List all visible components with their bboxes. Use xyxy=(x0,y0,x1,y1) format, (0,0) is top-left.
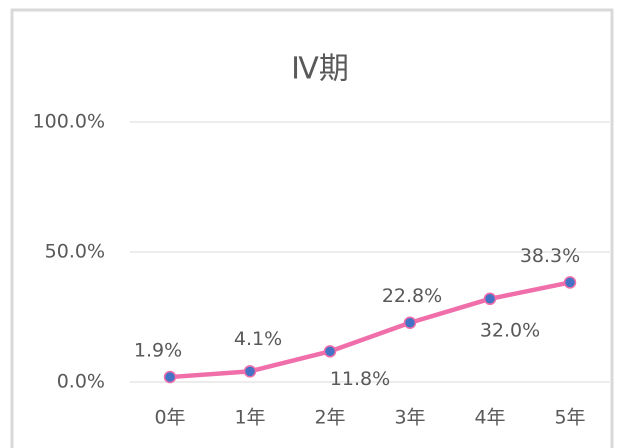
data-label: 1.9% xyxy=(134,340,182,362)
point-marker xyxy=(483,292,497,306)
point-marker xyxy=(163,370,177,384)
chart-title: Ⅳ期 xyxy=(291,52,349,87)
data-label: 32.0% xyxy=(480,319,540,341)
x-tick-label: 1年 xyxy=(234,407,265,429)
y-tick-label: 100.0% xyxy=(33,111,105,133)
series-line xyxy=(169,280,571,380)
point-marker xyxy=(563,276,577,289)
point-marker xyxy=(323,345,337,358)
x-tick-label: 5年 xyxy=(554,407,585,429)
y-tick-label: 0.0% xyxy=(57,371,105,393)
point-marker xyxy=(243,365,257,378)
point-marker xyxy=(403,316,417,329)
x-tick-label: 4年 xyxy=(474,407,505,429)
data-label: 22.8% xyxy=(382,285,442,307)
x-tick-label: 2年 xyxy=(314,407,345,429)
x-tick-label: 0年 xyxy=(154,407,185,429)
data-label: 4.1% xyxy=(234,328,282,350)
y-tick-label: 50.0% xyxy=(45,241,105,263)
chart-frame xyxy=(10,8,614,448)
data-label: 38.3% xyxy=(520,245,580,267)
data-label: 11.8% xyxy=(330,368,390,390)
x-tick-label: 3年 xyxy=(394,407,425,429)
